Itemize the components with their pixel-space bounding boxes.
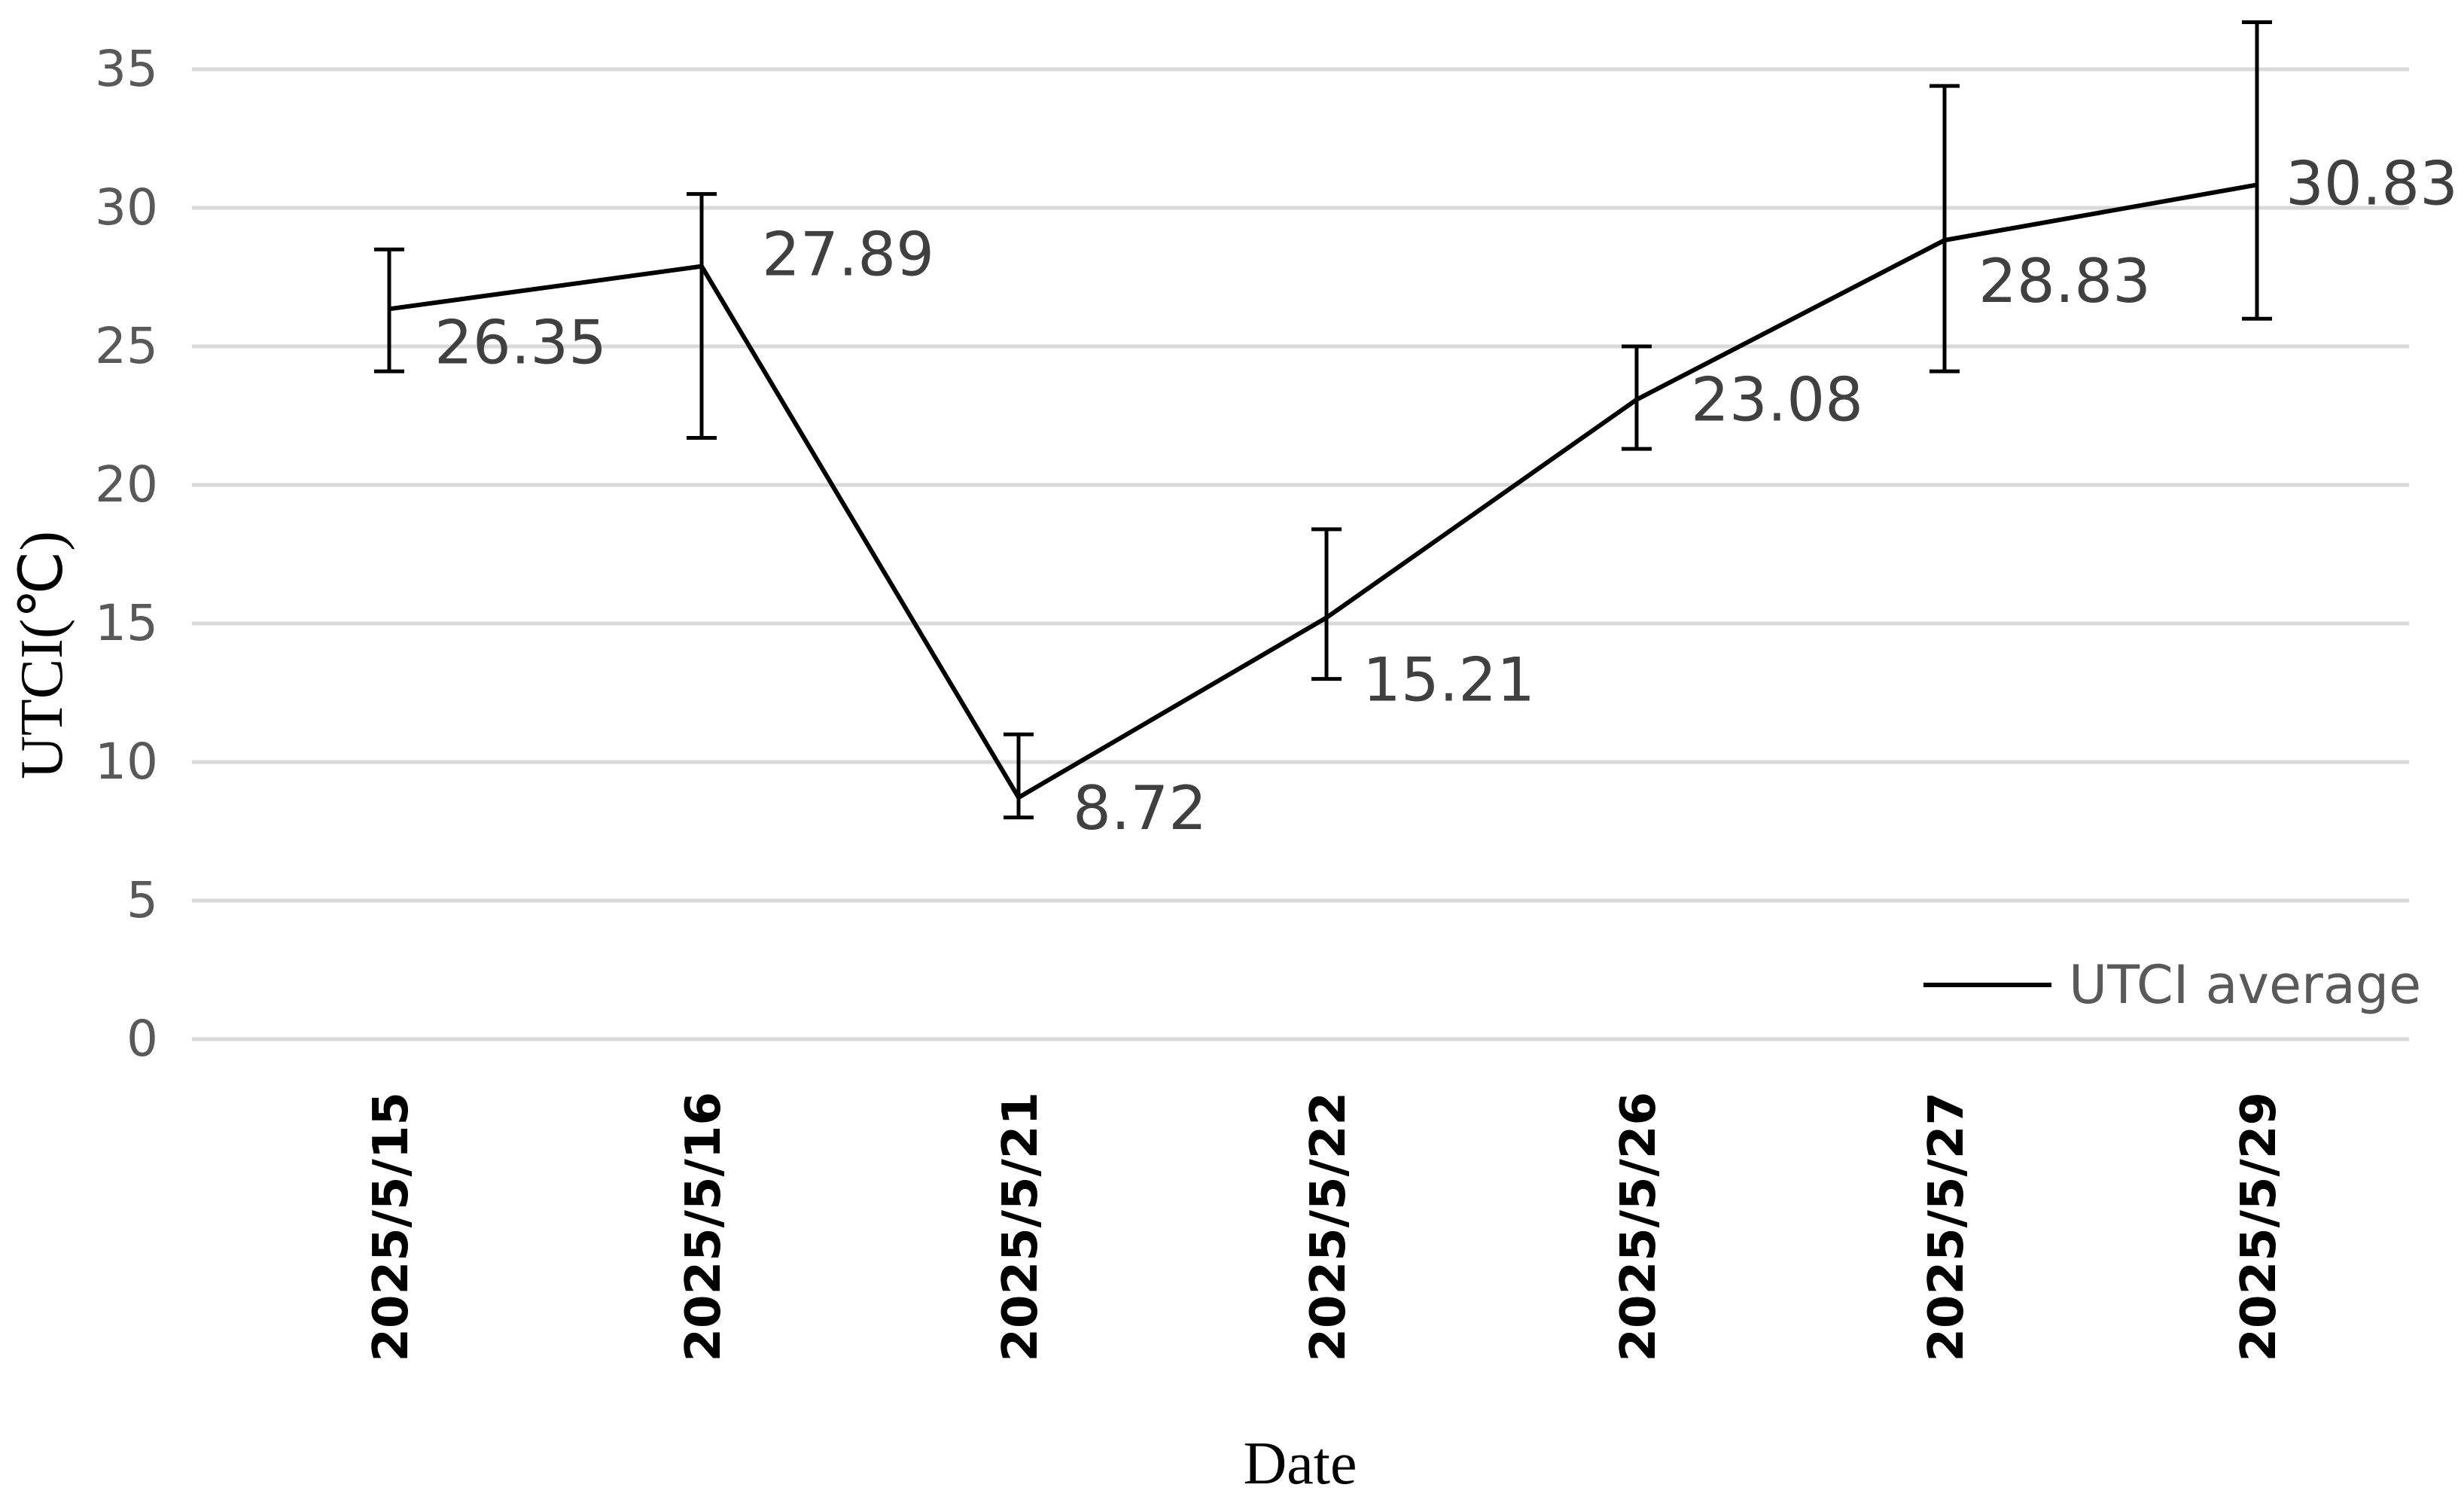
- data-label: 30.83: [2286, 148, 2458, 218]
- error-bar: [1004, 732, 1034, 820]
- x-tick-label: 2025/5/29: [2231, 1092, 2287, 1361]
- y-tick-label: 5: [126, 871, 158, 929]
- y-axis-ticks: 0 5 10 15 20 25 30 35: [95, 40, 158, 1068]
- x-tick-label: 2025/5/21: [993, 1092, 1049, 1361]
- data-label: 15.21: [1363, 645, 1535, 715]
- y-tick-label: 15: [95, 594, 158, 652]
- x-tick-label: 2025/5/15: [364, 1092, 419, 1361]
- data-label: 26.35: [434, 307, 607, 377]
- data-labels: 26.35 27.89 8.72 15.21 23.08 28.83 30.83: [434, 148, 2458, 843]
- legend-label: UTCI average: [2069, 954, 2421, 1016]
- x-tick-label: 2025/5/27: [1919, 1092, 1975, 1361]
- error-bar: [1929, 84, 1960, 373]
- data-label: 23.08: [1691, 365, 1863, 435]
- error-bar: [687, 192, 717, 440]
- y-tick-label: 20: [95, 456, 158, 514]
- y-tick-label: 35: [95, 40, 158, 98]
- y-tick-label: 0: [126, 1010, 158, 1068]
- y-tick-label: 30: [95, 178, 158, 236]
- data-label: 8.72: [1073, 773, 1207, 843]
- data-label: 28.83: [1978, 246, 2151, 316]
- series-line-utci-average: [388, 182, 2258, 801]
- y-axis-title: UTCI(℃): [9, 531, 75, 779]
- data-label: 27.89: [762, 220, 934, 290]
- x-axis-title: Date: [1243, 1431, 1357, 1497]
- error-bar: [1311, 527, 1342, 681]
- gridlines: [192, 67, 2409, 1041]
- legend: UTCI average: [1923, 954, 2421, 1016]
- error-bar: [374, 247, 404, 373]
- error-bar: [2242, 20, 2272, 321]
- x-axis-ticks: 2025/5/15 2025/5/16 2025/5/21 2025/5/22 2025…: [364, 1092, 2287, 1361]
- x-tick-label: 2025/5/16: [676, 1092, 732, 1361]
- error-bars: [374, 20, 2272, 820]
- x-tick-label: 2025/5/26: [1611, 1092, 1667, 1361]
- x-tick-label: 2025/5/22: [1301, 1092, 1357, 1361]
- y-tick-label: 10: [95, 733, 158, 791]
- y-tick-label: 25: [95, 317, 158, 375]
